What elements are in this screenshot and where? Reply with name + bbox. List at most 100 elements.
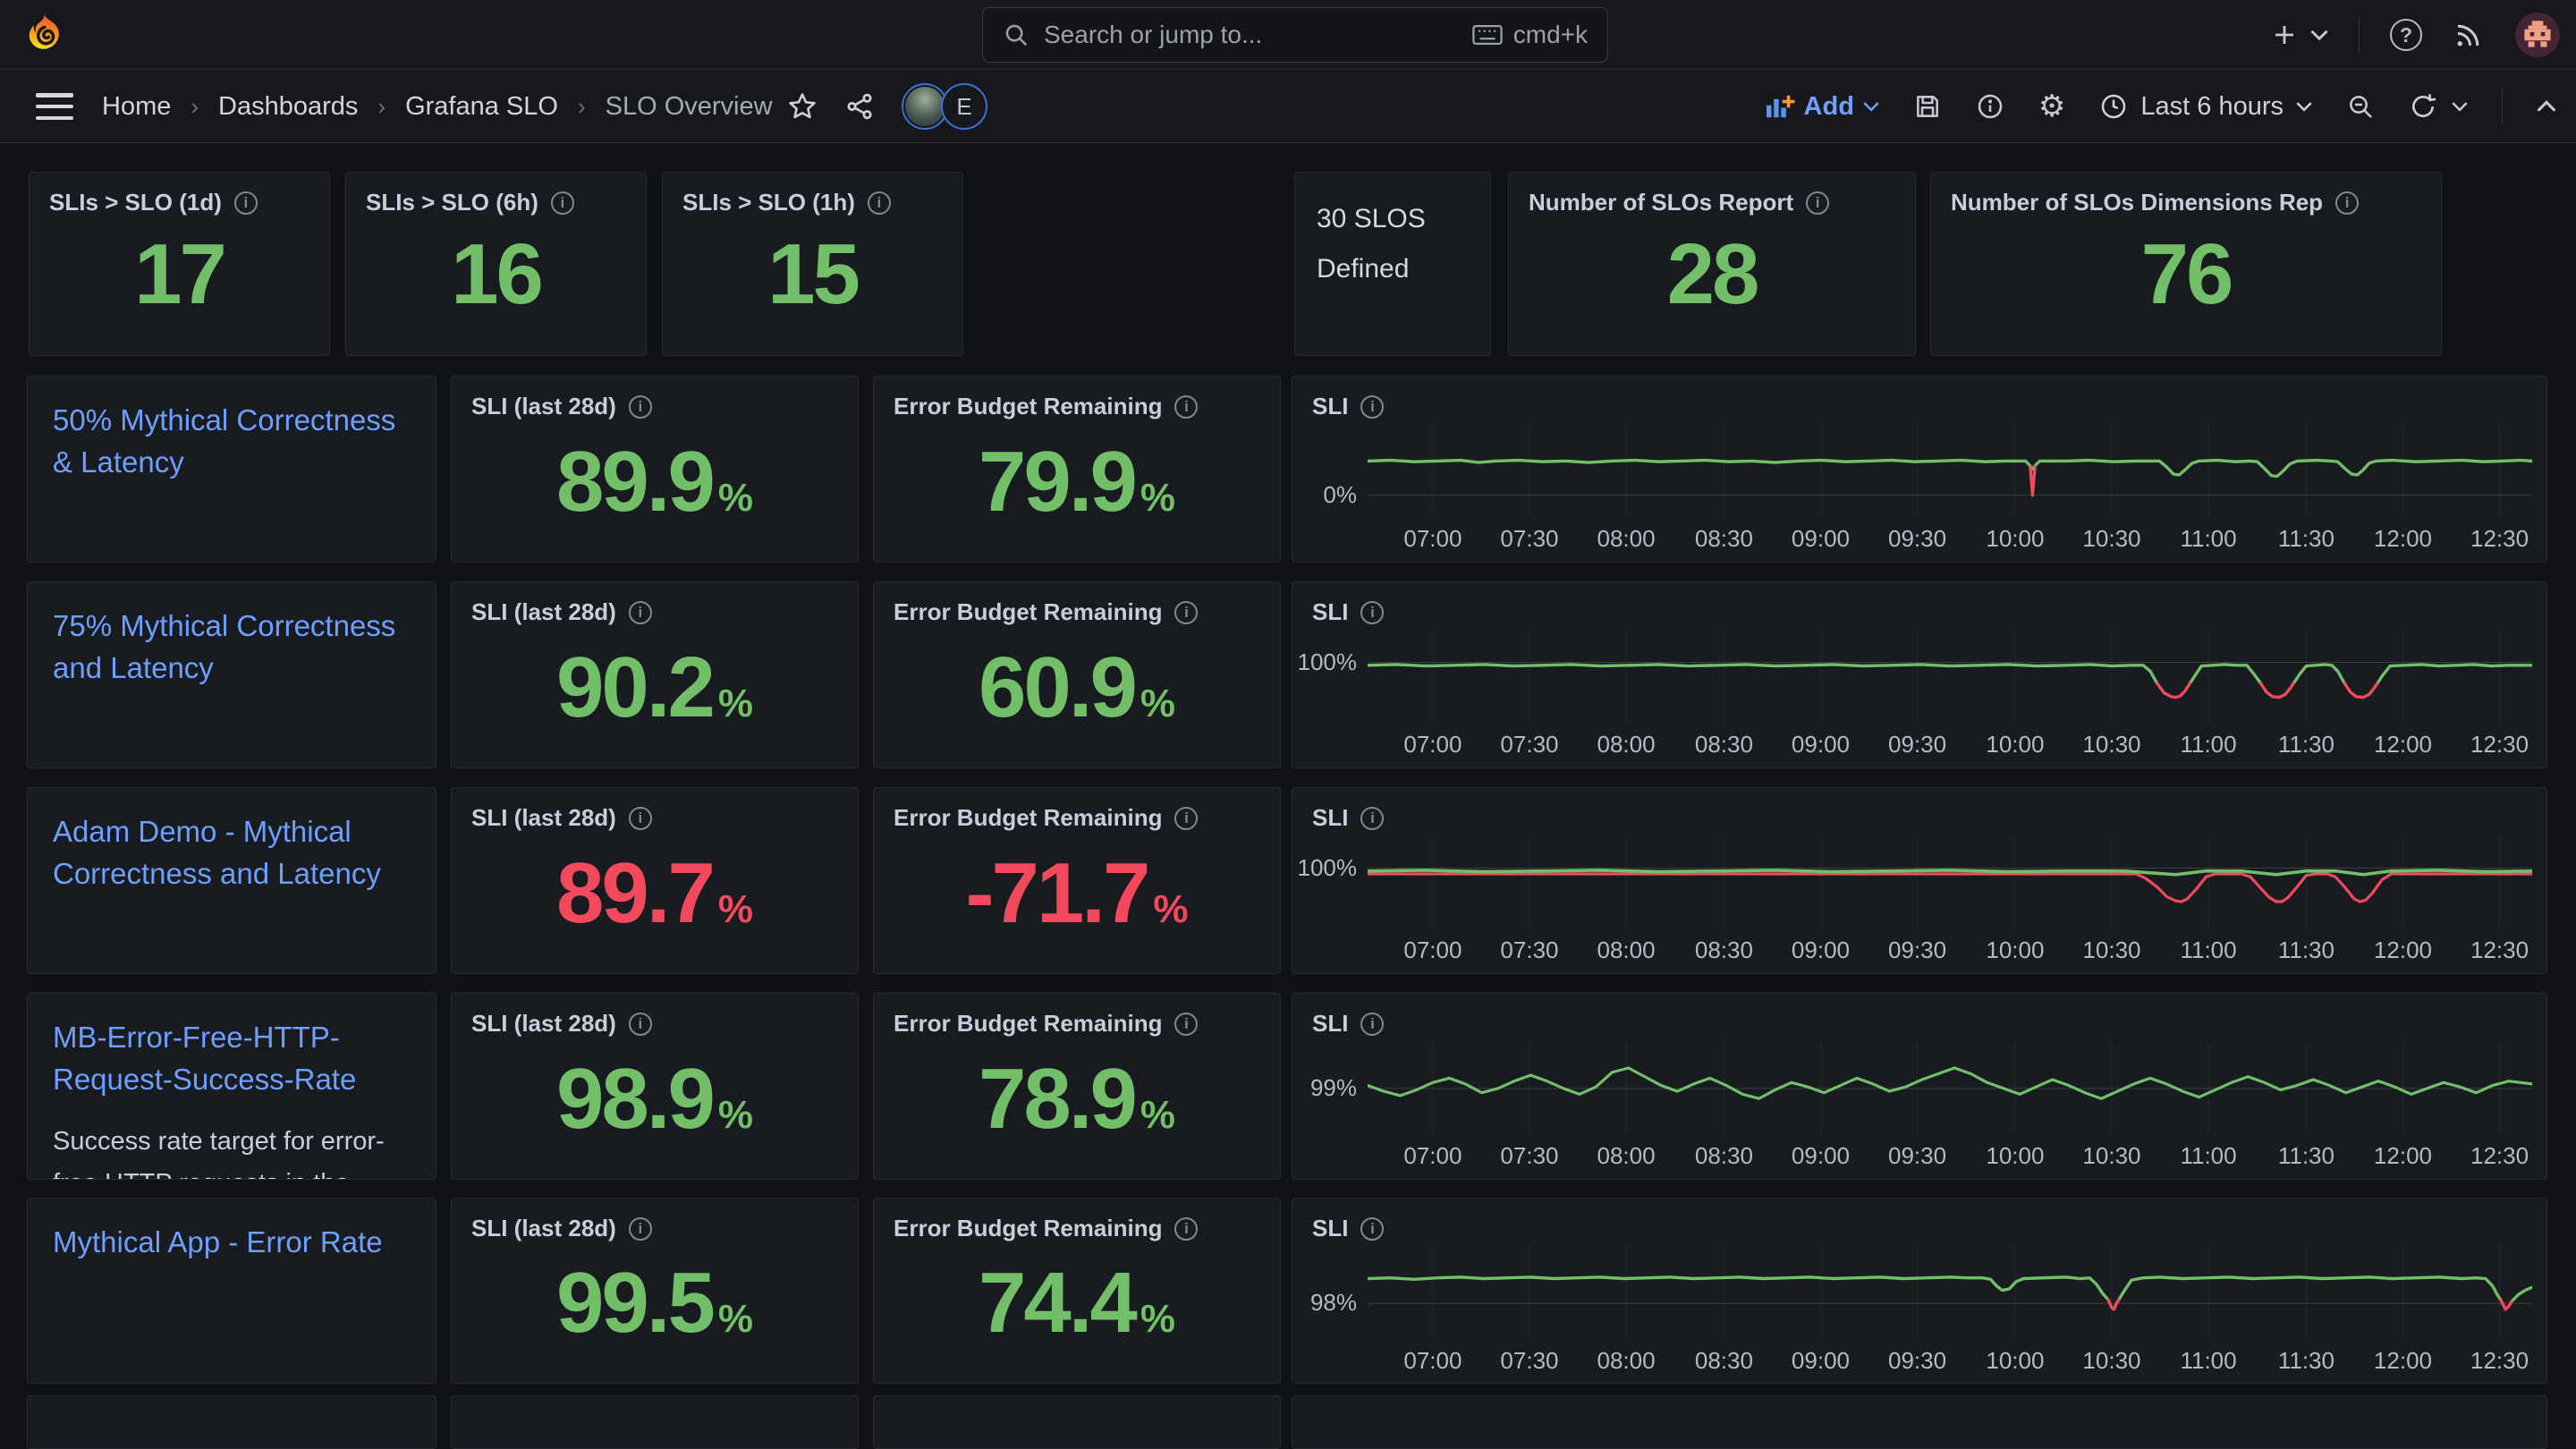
sli-chart-panel[interactable]: SLI i 100% 07:00 07:30 08:00 08:30 09:00 09:30 1… xyxy=(1292,581,2547,768)
panel-title: Number of SLOs Report xyxy=(1529,189,1794,216)
search-input[interactable]: Search or jump to... cmd+k xyxy=(982,7,1608,63)
stat-panel-slis-slo-6h[interactable]: SLIs > SLO (6h) i 16 xyxy=(345,172,647,356)
slo-link[interactable]: 50% Mythical Correctness & Latency xyxy=(53,403,396,479)
info-icon[interactable]: i xyxy=(2335,191,2360,215)
y-axis-label: 98% xyxy=(1309,1289,1357,1317)
stat-panel-slos-dimensions[interactable]: Number of SLOs Dimensions Rep i 76 xyxy=(1930,172,2442,356)
info-icon[interactable]: i xyxy=(233,191,258,215)
error-budget-panel xyxy=(873,1395,1281,1449)
stat-value: 79.9% xyxy=(979,433,1175,530)
zoom-out-button[interactable] xyxy=(2346,92,2375,121)
error-budget-panel[interactable]: Error Budget Remaining i 74.4% xyxy=(873,1198,1281,1384)
slos-defined-text: 30 SLOS Defined xyxy=(1317,204,1426,284)
info-icon[interactable]: i xyxy=(1360,806,1385,830)
viewer-avatar-e[interactable]: E xyxy=(941,83,987,130)
sli-line-chart xyxy=(1368,629,2532,724)
info-icon[interactable]: i xyxy=(1360,600,1385,624)
grafana-logo[interactable] xyxy=(21,13,66,57)
info-icon[interactable]: i xyxy=(628,600,652,624)
sli-stat-panel[interactable]: SLI (last 28d) i 99.5% xyxy=(451,1198,859,1384)
add-panel-button[interactable]: Add xyxy=(1765,92,1879,122)
sli-line-chart xyxy=(1368,835,2532,929)
error-budget-panel[interactable]: Error Budget Remaining i 60.9% xyxy=(873,581,1281,768)
time-range-picker[interactable]: Last 6 hours xyxy=(2099,92,2312,122)
share-button[interactable] xyxy=(844,91,875,122)
menu-button[interactable] xyxy=(36,93,73,120)
collapse-toolbar-button[interactable] xyxy=(2537,100,2556,113)
panel-title: Error Budget Remaining xyxy=(894,1010,1163,1037)
info-icon[interactable]: i xyxy=(628,394,652,419)
sli-stat-panel[interactable]: SLI (last 28d) i 89.7% xyxy=(451,787,859,974)
stat-panel-slis-slo-1h[interactable]: SLIs > SLO (1h) i 15 xyxy=(662,172,963,356)
dashboard-insights-button[interactable] xyxy=(1976,92,2004,121)
stat-panel-slos-report[interactable]: Number of SLOs Report i 28 xyxy=(1508,172,1916,356)
stat-value: 16 xyxy=(451,226,544,323)
panel-title: SLI (last 28d) xyxy=(471,598,616,625)
top-nav-bar: Search or jump to... cmd+k ? xyxy=(0,0,2576,70)
info-icon[interactable]: i xyxy=(1360,1012,1385,1036)
breadcrumb-dashboards[interactable]: Dashboards xyxy=(218,91,359,121)
info-icon[interactable]: i xyxy=(550,191,574,215)
sli-chart-panel[interactable]: SLI i 0% 07:00 07:30 08:00 08:30 09:00 09:30 10:… xyxy=(1292,376,2547,563)
viewer-avatar[interactable] xyxy=(902,83,948,130)
info-icon[interactable]: i xyxy=(1360,1216,1385,1241)
sli-chart-panel[interactable]: SLI i 99% 07:00 07:30 08:00 08:30 09:00 09:30 10… xyxy=(1292,993,2547,1180)
panel-title: SLI (last 28d) xyxy=(471,804,616,831)
sli-chart: 100% 07:00 07:30 08:00 08:30 09:00 09:30 10:00 1… xyxy=(1292,623,2546,767)
sli-chart: 98% 07:00 07:30 08:00 08:30 09:00 09:30 10:00 10… xyxy=(1292,1240,2546,1383)
help-button[interactable]: ? xyxy=(2390,19,2422,51)
chevron-down-icon xyxy=(2310,30,2328,41)
x-axis-labels: 07:00 07:30 08:00 08:30 09:00 09:30 10:00 10:30… xyxy=(1403,525,2529,552)
slo-link[interactable]: 75% Mythical Correctness and Latency xyxy=(53,609,396,684)
breadcrumb-folder[interactable]: Grafana SLO xyxy=(405,91,558,121)
slo-link[interactable]: Mythical App - Error Rate xyxy=(53,1225,383,1258)
sli-stat-panel[interactable]: SLI (last 28d) i 89.9% xyxy=(451,376,859,563)
info-icon[interactable]: i xyxy=(1174,1012,1199,1036)
refresh-icon xyxy=(2412,94,2436,117)
info-icon[interactable]: i xyxy=(628,1012,652,1036)
info-icon[interactable]: i xyxy=(1806,191,1830,215)
info-icon[interactable]: i xyxy=(1360,394,1385,419)
refresh-button[interactable] xyxy=(2409,92,2468,121)
info-icon[interactable]: i xyxy=(867,191,891,215)
sli-stat-panel[interactable]: SLI (last 28d) i 98.9% xyxy=(451,993,859,1180)
dashboard-viewers: E xyxy=(902,83,987,130)
info-icon[interactable]: i xyxy=(628,806,652,830)
slo-name-panel: Adam Demo - Mythical Correctness and Lat… xyxy=(27,787,436,974)
info-icon[interactable]: i xyxy=(1174,1216,1199,1241)
sli-stat-panel[interactable]: SLI (last 28d) i 90.2% xyxy=(451,581,859,768)
search-placeholder: Search or jump to... xyxy=(1044,21,1263,48)
error-budget-panel[interactable]: Error Budget Remaining i 78.9% xyxy=(873,993,1281,1180)
breadcrumb-separator: › xyxy=(191,92,199,120)
info-icon[interactable]: i xyxy=(628,1216,652,1241)
sli-chart-panel[interactable]: SLI i 98% 07:00 07:30 08:00 08:30 09:00 09:30 10… xyxy=(1292,1198,2547,1384)
stat-value: 98.9% xyxy=(556,1050,753,1147)
stat-value: 90.2% xyxy=(556,639,753,735)
panel-title: SLIs > SLO (1h) xyxy=(682,189,855,216)
user-avatar[interactable] xyxy=(2515,13,2560,57)
error-budget-panel[interactable]: Error Budget Remaining i 79.9% xyxy=(873,376,1281,563)
slo-link[interactable]: Adam Demo - Mythical Correctness and Lat… xyxy=(53,815,381,890)
stat-panel-slis-slo-1d[interactable]: SLIs > SLO (1d) i 17 xyxy=(29,172,330,356)
panel-title: SLIs > SLO (6h) xyxy=(366,189,538,216)
new-button[interactable] xyxy=(2271,21,2328,48)
x-axis-labels: 07:00 07:30 08:00 08:30 09:00 09:30 10:00 10:30… xyxy=(1403,1347,2529,1374)
breadcrumb-home[interactable]: Home xyxy=(102,91,172,121)
slo-description: Success rate target for error-free HTTP … xyxy=(53,1126,385,1179)
save-dashboard-button[interactable] xyxy=(1913,92,1942,121)
news-button[interactable] xyxy=(2453,19,2485,51)
slo-link[interactable]: MB-Error-Free-HTTP-Request-Success-Rate xyxy=(53,1021,357,1096)
panel-title: SLI (last 28d) xyxy=(471,1215,616,1241)
info-icon[interactable]: i xyxy=(1174,806,1199,830)
dashboard-settings-button[interactable]: ⚙ xyxy=(2038,89,2066,123)
info-icon[interactable]: i xyxy=(1174,394,1199,419)
sli-chart-panel[interactable]: SLI i 100% 07:00 07:30 08:00 08:30 09:00 09:30 1… xyxy=(1292,787,2547,974)
chevron-up-icon xyxy=(2537,100,2556,112)
breadcrumb-separator: › xyxy=(377,92,386,120)
sli-line-chart xyxy=(1368,1040,2532,1135)
sli-chart: 100% 07:00 07:30 08:00 08:30 09:00 09:30 10:00 1… xyxy=(1292,829,2546,973)
error-budget-panel[interactable]: Error Budget Remaining i -71.7% xyxy=(873,787,1281,974)
info-icon[interactable]: i xyxy=(1174,600,1199,624)
panel-title: SLI xyxy=(1312,598,1349,625)
favorite-button[interactable] xyxy=(787,91,818,122)
